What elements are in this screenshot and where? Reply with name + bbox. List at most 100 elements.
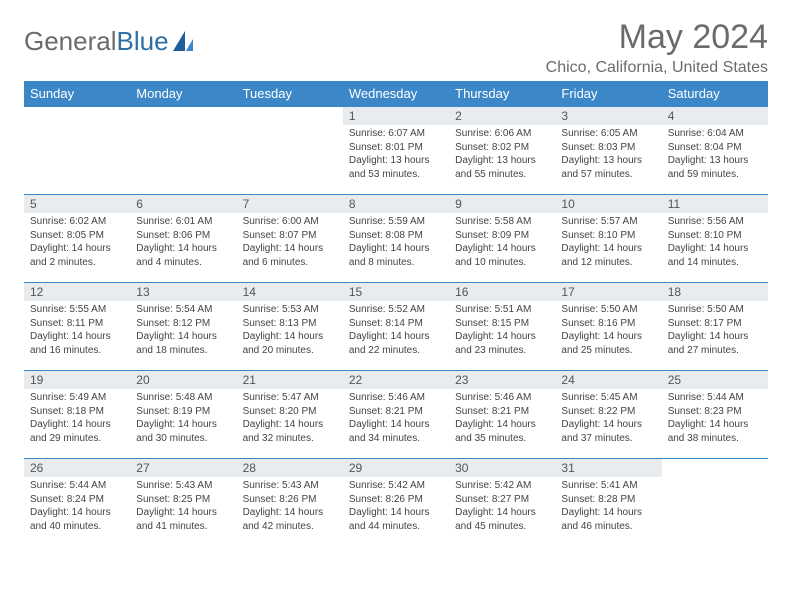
- calendar-day-cell: 15Sunrise: 5:52 AMSunset: 8:14 PMDayligh…: [343, 283, 449, 371]
- calendar-day-cell: 16Sunrise: 5:51 AMSunset: 8:15 PMDayligh…: [449, 283, 555, 371]
- day-number: 9: [449, 195, 555, 213]
- day-details: Sunrise: 5:55 AMSunset: 8:11 PMDaylight:…: [24, 301, 130, 361]
- calendar-header-row: SundayMondayTuesdayWednesdayThursdayFrid…: [24, 81, 768, 107]
- day-number: 31: [555, 459, 661, 477]
- day-number: [130, 107, 236, 125]
- day-details: Sunrise: 5:43 AMSunset: 8:26 PMDaylight:…: [237, 477, 343, 537]
- day-details: Sunrise: 6:02 AMSunset: 8:05 PMDaylight:…: [24, 213, 130, 273]
- logo-word-a: General: [24, 26, 117, 56]
- calendar-day-cell: 23Sunrise: 5:46 AMSunset: 8:21 PMDayligh…: [449, 371, 555, 459]
- day-number: 30: [449, 459, 555, 477]
- calendar-day-cell: 27Sunrise: 5:43 AMSunset: 8:25 PMDayligh…: [130, 459, 236, 547]
- day-details: Sunrise: 6:04 AMSunset: 8:04 PMDaylight:…: [662, 125, 768, 185]
- day-number: 16: [449, 283, 555, 301]
- calendar-day-cell: 29Sunrise: 5:42 AMSunset: 8:26 PMDayligh…: [343, 459, 449, 547]
- day-number: 15: [343, 283, 449, 301]
- day-details: Sunrise: 5:48 AMSunset: 8:19 PMDaylight:…: [130, 389, 236, 449]
- title-block: May 2024 Chico, California, United State…: [546, 18, 768, 77]
- location: Chico, California, United States: [546, 59, 768, 77]
- calendar-week-row: 26Sunrise: 5:44 AMSunset: 8:24 PMDayligh…: [24, 459, 768, 547]
- day-number: 22: [343, 371, 449, 389]
- day-details: Sunrise: 5:49 AMSunset: 8:18 PMDaylight:…: [24, 389, 130, 449]
- day-number: [24, 107, 130, 125]
- day-number: 3: [555, 107, 661, 125]
- calendar-day-cell: [24, 107, 130, 195]
- day-number: 20: [130, 371, 236, 389]
- weekday-header: Monday: [130, 81, 236, 107]
- day-number: 24: [555, 371, 661, 389]
- day-details: Sunrise: 5:54 AMSunset: 8:12 PMDaylight:…: [130, 301, 236, 361]
- day-details: Sunrise: 6:00 AMSunset: 8:07 PMDaylight:…: [237, 213, 343, 273]
- day-details: Sunrise: 5:44 AMSunset: 8:23 PMDaylight:…: [662, 389, 768, 449]
- calendar-day-cell: [130, 107, 236, 195]
- day-number: 1: [343, 107, 449, 125]
- day-number: 19: [24, 371, 130, 389]
- day-details: Sunrise: 5:44 AMSunset: 8:24 PMDaylight:…: [24, 477, 130, 537]
- calendar-day-cell: 9Sunrise: 5:58 AMSunset: 8:09 PMDaylight…: [449, 195, 555, 283]
- weekday-header: Thursday: [449, 81, 555, 107]
- calendar-body: 1Sunrise: 6:07 AMSunset: 8:01 PMDaylight…: [24, 107, 768, 547]
- day-number: 4: [662, 107, 768, 125]
- day-details: Sunrise: 5:53 AMSunset: 8:13 PMDaylight:…: [237, 301, 343, 361]
- day-number: 29: [343, 459, 449, 477]
- calendar-week-row: 12Sunrise: 5:55 AMSunset: 8:11 PMDayligh…: [24, 283, 768, 371]
- day-details: Sunrise: 5:57 AMSunset: 8:10 PMDaylight:…: [555, 213, 661, 273]
- calendar-day-cell: 13Sunrise: 5:54 AMSunset: 8:12 PMDayligh…: [130, 283, 236, 371]
- calendar-day-cell: 30Sunrise: 5:42 AMSunset: 8:27 PMDayligh…: [449, 459, 555, 547]
- calendar-day-cell: [237, 107, 343, 195]
- calendar-day-cell: 12Sunrise: 5:55 AMSunset: 8:11 PMDayligh…: [24, 283, 130, 371]
- day-details: Sunrise: 5:58 AMSunset: 8:09 PMDaylight:…: [449, 213, 555, 273]
- calendar-day-cell: 19Sunrise: 5:49 AMSunset: 8:18 PMDayligh…: [24, 371, 130, 459]
- day-number: 23: [449, 371, 555, 389]
- weekday-header: Wednesday: [343, 81, 449, 107]
- calendar-day-cell: 2Sunrise: 6:06 AMSunset: 8:02 PMDaylight…: [449, 107, 555, 195]
- weekday-header: Sunday: [24, 81, 130, 107]
- day-number: 6: [130, 195, 236, 213]
- calendar-day-cell: 22Sunrise: 5:46 AMSunset: 8:21 PMDayligh…: [343, 371, 449, 459]
- day-details: Sunrise: 5:46 AMSunset: 8:21 PMDaylight:…: [343, 389, 449, 449]
- logo-word-b: Blue: [117, 26, 169, 56]
- day-number: 10: [555, 195, 661, 213]
- day-details: Sunrise: 5:43 AMSunset: 8:25 PMDaylight:…: [130, 477, 236, 537]
- calendar-day-cell: 14Sunrise: 5:53 AMSunset: 8:13 PMDayligh…: [237, 283, 343, 371]
- day-number: 7: [237, 195, 343, 213]
- day-details: Sunrise: 6:05 AMSunset: 8:03 PMDaylight:…: [555, 125, 661, 185]
- day-details: Sunrise: 6:01 AMSunset: 8:06 PMDaylight:…: [130, 213, 236, 273]
- day-details: Sunrise: 5:52 AMSunset: 8:14 PMDaylight:…: [343, 301, 449, 361]
- calendar-day-cell: 21Sunrise: 5:47 AMSunset: 8:20 PMDayligh…: [237, 371, 343, 459]
- day-details: Sunrise: 5:42 AMSunset: 8:27 PMDaylight:…: [449, 477, 555, 537]
- day-number: 21: [237, 371, 343, 389]
- day-number: 26: [24, 459, 130, 477]
- calendar-day-cell: 18Sunrise: 5:50 AMSunset: 8:17 PMDayligh…: [662, 283, 768, 371]
- calendar-day-cell: 11Sunrise: 5:56 AMSunset: 8:10 PMDayligh…: [662, 195, 768, 283]
- day-number: [237, 107, 343, 125]
- calendar-day-cell: 7Sunrise: 6:00 AMSunset: 8:07 PMDaylight…: [237, 195, 343, 283]
- calendar-day-cell: 10Sunrise: 5:57 AMSunset: 8:10 PMDayligh…: [555, 195, 661, 283]
- day-details: Sunrise: 5:51 AMSunset: 8:15 PMDaylight:…: [449, 301, 555, 361]
- day-number: 13: [130, 283, 236, 301]
- logo-text: GeneralBlue: [24, 26, 169, 57]
- calendar-day-cell: 31Sunrise: 5:41 AMSunset: 8:28 PMDayligh…: [555, 459, 661, 547]
- calendar-day-cell: 3Sunrise: 6:05 AMSunset: 8:03 PMDaylight…: [555, 107, 661, 195]
- day-number: 27: [130, 459, 236, 477]
- day-details: Sunrise: 5:56 AMSunset: 8:10 PMDaylight:…: [662, 213, 768, 273]
- day-number: 8: [343, 195, 449, 213]
- day-number: 5: [24, 195, 130, 213]
- day-details: Sunrise: 5:50 AMSunset: 8:16 PMDaylight:…: [555, 301, 661, 361]
- calendar-day-cell: 28Sunrise: 5:43 AMSunset: 8:26 PMDayligh…: [237, 459, 343, 547]
- calendar-day-cell: 5Sunrise: 6:02 AMSunset: 8:05 PMDaylight…: [24, 195, 130, 283]
- day-details: Sunrise: 5:59 AMSunset: 8:08 PMDaylight:…: [343, 213, 449, 273]
- day-details: Sunrise: 5:45 AMSunset: 8:22 PMDaylight:…: [555, 389, 661, 449]
- calendar-week-row: 19Sunrise: 5:49 AMSunset: 8:18 PMDayligh…: [24, 371, 768, 459]
- day-details: Sunrise: 5:42 AMSunset: 8:26 PMDaylight:…: [343, 477, 449, 537]
- weekday-header: Saturday: [662, 81, 768, 107]
- day-number: 12: [24, 283, 130, 301]
- calendar-day-cell: 24Sunrise: 5:45 AMSunset: 8:22 PMDayligh…: [555, 371, 661, 459]
- day-details: Sunrise: 6:06 AMSunset: 8:02 PMDaylight:…: [449, 125, 555, 185]
- calendar-day-cell: 17Sunrise: 5:50 AMSunset: 8:16 PMDayligh…: [555, 283, 661, 371]
- calendar-day-cell: 25Sunrise: 5:44 AMSunset: 8:23 PMDayligh…: [662, 371, 768, 459]
- calendar-day-cell: 4Sunrise: 6:04 AMSunset: 8:04 PMDaylight…: [662, 107, 768, 195]
- header: GeneralBlue May 2024 Chico, California, …: [24, 18, 768, 77]
- calendar-day-cell: 26Sunrise: 5:44 AMSunset: 8:24 PMDayligh…: [24, 459, 130, 547]
- day-details: Sunrise: 5:50 AMSunset: 8:17 PMDaylight:…: [662, 301, 768, 361]
